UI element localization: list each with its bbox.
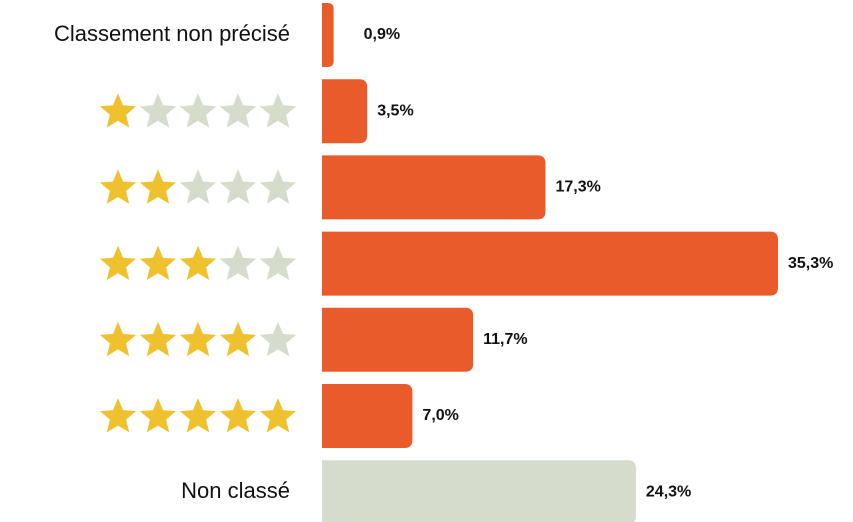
bar <box>322 307 474 372</box>
value-label: 24,3% <box>646 483 691 500</box>
category-label: Non classé <box>181 478 290 503</box>
star-icon <box>219 245 257 280</box>
star-icon <box>219 169 257 204</box>
star-icon <box>259 169 297 204</box>
star-icon <box>99 398 137 433</box>
star-icon <box>259 398 297 433</box>
star-icon <box>219 93 257 128</box>
star-icon <box>179 398 217 433</box>
value-label: 0,9% <box>364 26 400 43</box>
star-icon <box>219 398 257 433</box>
value-label: 11,7% <box>483 331 527 348</box>
star-icon <box>259 93 297 128</box>
star-icon <box>139 93 177 128</box>
star-icon <box>99 321 137 357</box>
star-icon <box>139 398 177 433</box>
value-label: 7,0% <box>422 407 458 424</box>
bar <box>322 3 334 67</box>
star-icon <box>179 245 217 280</box>
value-label: 35,3% <box>788 255 833 272</box>
star-icon <box>179 169 217 204</box>
value-label: 17,3% <box>555 179 600 196</box>
star-icon <box>179 93 217 128</box>
bar <box>322 79 368 144</box>
star-icon <box>139 321 177 357</box>
star-icon <box>179 321 217 357</box>
category-label: Classement non précisé <box>54 21 290 46</box>
star-icon <box>259 245 297 280</box>
bar <box>322 460 636 522</box>
bar <box>322 384 413 448</box>
star-icon <box>219 321 257 357</box>
bar <box>322 155 546 220</box>
star-icon <box>99 169 137 204</box>
star-icon <box>259 321 297 357</box>
star-icon <box>139 169 177 204</box>
star-icon <box>99 93 137 128</box>
value-label: 3,5% <box>377 102 413 119</box>
star-icon <box>99 245 137 280</box>
star-icon <box>139 245 177 280</box>
bar <box>322 231 778 296</box>
